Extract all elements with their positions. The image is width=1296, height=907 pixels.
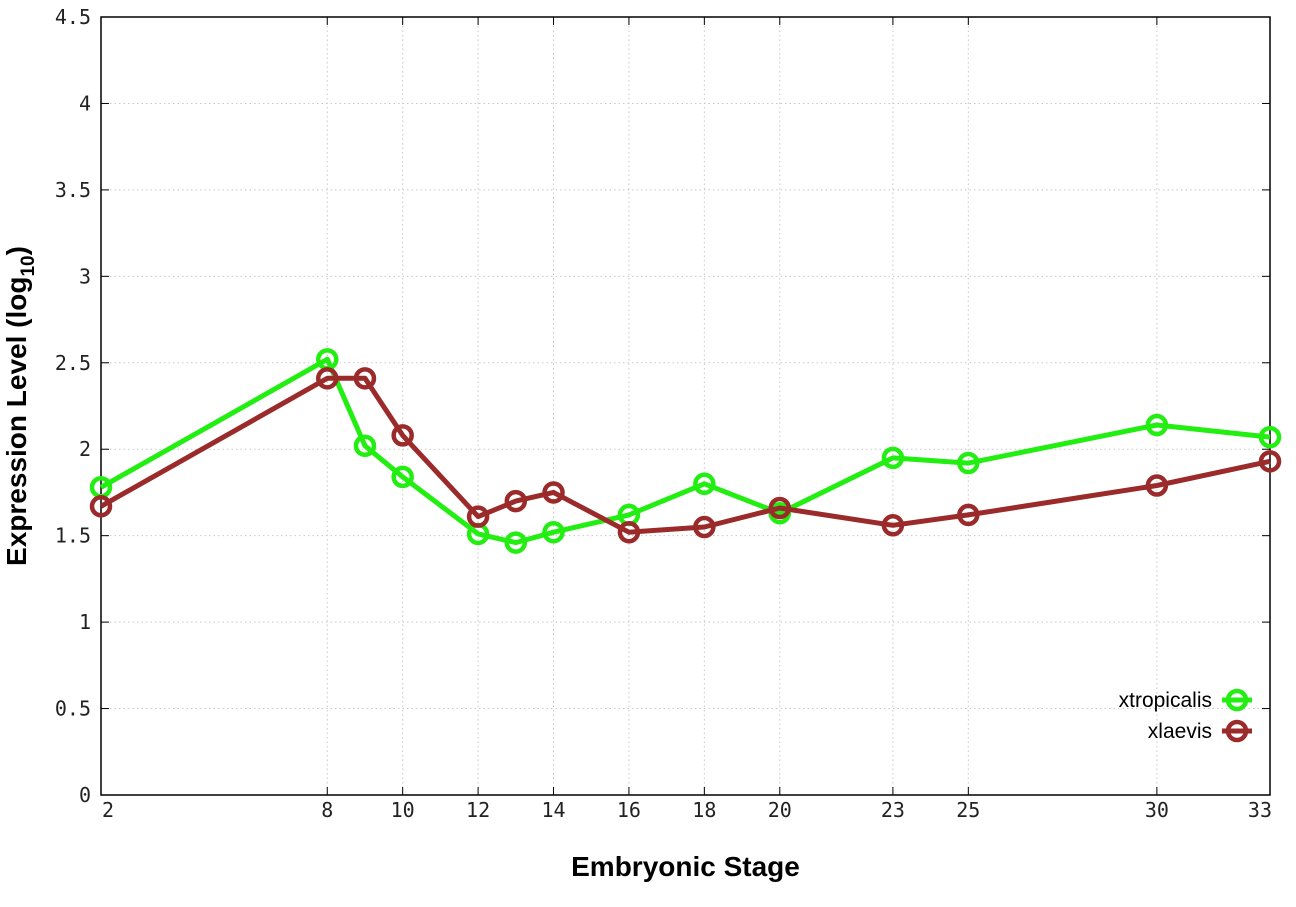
- data-point: [504, 531, 528, 554]
- data-point: [391, 424, 414, 447]
- legend-swatch-marker: [1225, 719, 1249, 743]
- legend-label: xlaevis: [1148, 720, 1212, 743]
- data-point: [1258, 425, 1282, 449]
- data-point: [957, 451, 980, 475]
- series-xtropicalis: [89, 348, 1282, 554]
- legend-item-xtropicalis: xtropicalis: [1119, 688, 1252, 712]
- y-tick-label: 3.5: [55, 178, 91, 202]
- x-tick-label: 33: [1248, 798, 1272, 822]
- y-tick-label: 4: [79, 91, 91, 115]
- data-point: [316, 367, 339, 390]
- y-tick-label: 0.5: [55, 697, 91, 721]
- x-tick-label: 23: [881, 798, 905, 822]
- data-point: [768, 496, 792, 520]
- data-point: [466, 505, 490, 528]
- y-tick-label: 2: [79, 437, 91, 461]
- y-tick-label: 1: [79, 610, 91, 634]
- x-tick-label: 25: [956, 798, 980, 822]
- grid-lines: [101, 17, 1270, 795]
- data-point: [542, 520, 565, 544]
- data-point: [1145, 413, 1169, 437]
- data-point: [353, 434, 377, 458]
- data-point: [89, 495, 113, 518]
- data-point: [617, 520, 641, 544]
- x-tick-label: 16: [617, 798, 641, 822]
- x-tick-label: 2: [102, 798, 114, 822]
- data-point: [881, 514, 905, 537]
- x-tick-label: 10: [391, 798, 415, 822]
- data-point: [504, 489, 528, 513]
- data-point: [957, 503, 980, 527]
- x-tick-label: 18: [692, 798, 716, 822]
- y-tick-label: 4.5: [55, 5, 91, 29]
- series-xlaevis: [89, 367, 1282, 544]
- x-tick-label: 8: [321, 798, 333, 822]
- legend-swatch-marker: [1225, 688, 1249, 712]
- data-point: [353, 367, 377, 390]
- series-layer: [89, 348, 1282, 554]
- y-tick-label: 1.5: [55, 524, 91, 548]
- x-tick-label: 30: [1145, 798, 1169, 822]
- y-axis-title-close: ): [1, 246, 32, 255]
- axis-ticks: 0 0.5 1 1.5 2 2.5 3 3.5 4 4.5 2 8 10 12 14 16 18 20 23 25 30…: [55, 5, 1272, 822]
- y-axis-title: Expression Level (log10): [1, 246, 39, 566]
- series-line: [99, 375, 1271, 535]
- plot-frame: [100, 16, 1271, 796]
- x-axis-title: Embryonic Stage: [571, 851, 800, 882]
- data-point: [542, 481, 565, 504]
- series-line: [99, 356, 1271, 546]
- y-axis-title-subscript: 10: [18, 255, 39, 276]
- legend-label: xtropicalis: [1119, 689, 1212, 712]
- legend-item-xlaevis: xlaevis: [1148, 719, 1252, 743]
- data-point: [1258, 450, 1282, 473]
- data-point: [391, 465, 414, 489]
- data-point: [693, 472, 716, 496]
- data-point: [881, 446, 905, 470]
- data-point: [1145, 474, 1169, 497]
- y-axis-title-main: Expression Level (log: [1, 277, 32, 566]
- y-tick-label: 0: [79, 783, 91, 807]
- x-tick-label: 14: [541, 798, 565, 822]
- data-point: [693, 515, 716, 539]
- y-tick-label: 3: [79, 264, 91, 288]
- x-tick-label: 12: [466, 798, 490, 822]
- x-tick-label: 20: [768, 798, 792, 822]
- y-tick-label: 2.5: [55, 351, 91, 375]
- legend: xtropicalis xlaevis: [1119, 688, 1252, 743]
